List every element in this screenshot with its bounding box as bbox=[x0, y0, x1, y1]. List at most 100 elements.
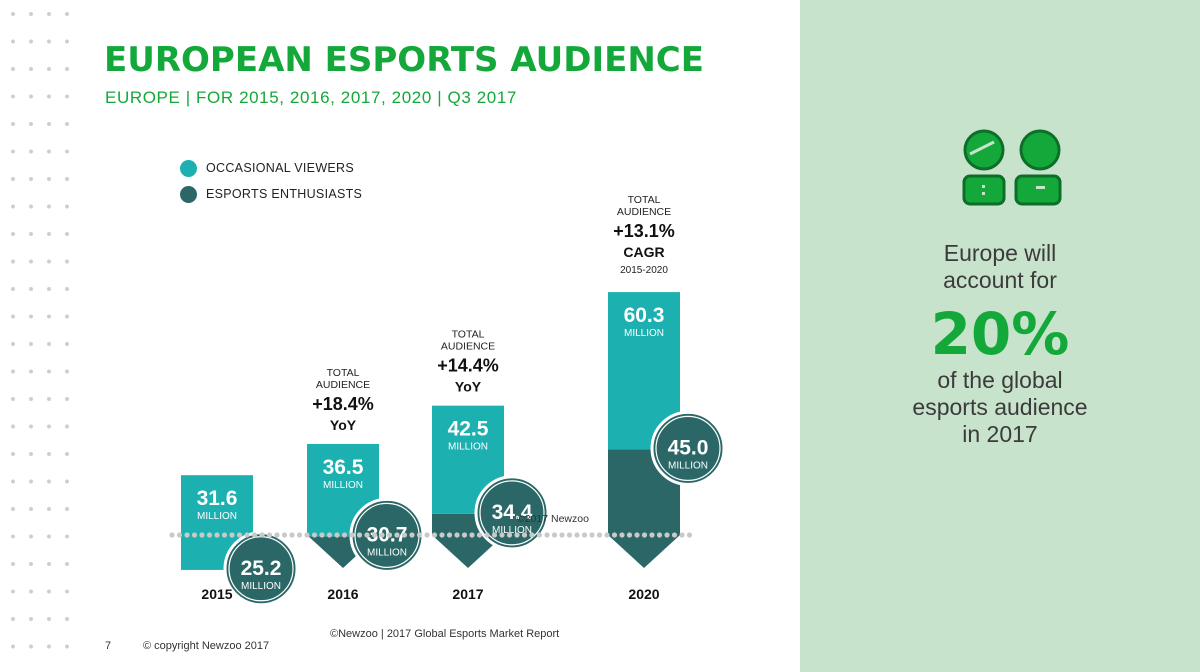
baseline-dot bbox=[251, 532, 258, 538]
baseline-dot bbox=[529, 532, 535, 538]
baseline-dot bbox=[506, 532, 513, 538]
label-enthusiasts-unit-2020: MILLION bbox=[668, 460, 708, 471]
side-line-1: Europe will bbox=[943, 240, 1057, 266]
baseline-dot bbox=[521, 532, 528, 538]
label-enthusiasts-2020: 45.0 bbox=[668, 436, 709, 459]
annotation-sub-2020: 2015-2020 bbox=[620, 265, 668, 276]
baseline-dot bbox=[649, 532, 655, 538]
chart-legend: OCCASIONAL VIEWERS ESPORTS ENTHUSIASTS bbox=[180, 155, 362, 207]
baseline-dot bbox=[379, 532, 385, 538]
baseline-dot bbox=[319, 532, 325, 538]
baseline-dot bbox=[589, 532, 595, 538]
label-occasional-2020: 60.3 bbox=[624, 304, 665, 327]
chart-copyright: ©2017 Newzoo bbox=[517, 513, 589, 525]
baseline-dot bbox=[431, 532, 438, 538]
baseline-dot bbox=[394, 532, 400, 538]
baseline-dot bbox=[371, 532, 378, 538]
baseline-dot bbox=[611, 532, 618, 538]
label-occasional-unit-2020: MILLION bbox=[624, 328, 664, 339]
baseline-dot bbox=[401, 532, 408, 538]
baseline-dot bbox=[439, 532, 445, 538]
baseline-dot bbox=[461, 532, 468, 538]
x-tick-2017: 2017 bbox=[452, 586, 483, 602]
side-line-2: account for bbox=[943, 267, 1057, 293]
label-enthusiasts-unit-2016: MILLION bbox=[367, 547, 407, 558]
baseline-dot bbox=[619, 532, 625, 538]
side-text-top: Europe will account for bbox=[800, 240, 1200, 294]
baseline-dot bbox=[341, 532, 348, 538]
annotation-tag-2016: YoY bbox=[330, 417, 357, 433]
baseline-dot bbox=[656, 532, 663, 538]
label-occasional-2016: 36.5 bbox=[323, 456, 364, 479]
baseline-dot bbox=[334, 532, 340, 538]
label-occasional-2015: 31.6 bbox=[197, 487, 238, 510]
baseline-dot bbox=[574, 532, 580, 538]
baseline-dot bbox=[296, 532, 303, 538]
bubble-enthusiasts-2017 bbox=[474, 475, 550, 551]
baseline-dot bbox=[514, 532, 520, 538]
baseline-dot bbox=[641, 532, 648, 538]
baseline-dot bbox=[274, 532, 280, 538]
baseline-dot bbox=[184, 532, 190, 538]
people-icon bbox=[962, 129, 1062, 206]
annotation-value-2020: +13.1% bbox=[613, 221, 675, 241]
baseline-dot bbox=[679, 532, 685, 538]
label-enthusiasts-2015: 25.2 bbox=[241, 557, 282, 580]
side-panel: Europe will account for 20% of the globa… bbox=[800, 0, 1200, 672]
baseline-dot bbox=[236, 532, 243, 538]
baseline-dot bbox=[454, 532, 460, 538]
baseline-dot bbox=[386, 532, 393, 538]
baseline-dot bbox=[169, 532, 175, 538]
label-occasional-2017: 42.5 bbox=[448, 418, 489, 441]
label-occasional-unit-2017: MILLION bbox=[448, 442, 488, 453]
footer-source: ©Newzoo | 2017 Global Esports Market Rep… bbox=[330, 628, 560, 640]
legend-label-occasional: OCCASIONAL VIEWERS bbox=[206, 161, 355, 175]
annotation-line2-2020: AUDIENCE bbox=[617, 206, 671, 218]
x-tick-2020: 2020 bbox=[628, 586, 659, 602]
page-title: EUROPEAN ESPORTS AUDIENCE bbox=[104, 40, 704, 80]
baseline-dot bbox=[551, 532, 558, 538]
baseline-dot bbox=[686, 532, 693, 538]
legend-swatch-enthusiasts bbox=[180, 185, 197, 203]
baseline-dot bbox=[304, 532, 310, 538]
bubble-ring-2017 bbox=[479, 480, 545, 546]
annotation-line1-2020: TOTAL bbox=[628, 194, 661, 206]
label-occasional-unit-2016: MILLION bbox=[323, 480, 363, 491]
decorative-dot-grid bbox=[11, 12, 69, 649]
annotation-line1-2016: TOTAL bbox=[327, 367, 360, 379]
bar-enthusiasts-2020 bbox=[608, 449, 680, 568]
baseline-dot bbox=[491, 532, 498, 538]
label-enthusiasts-unit-2017: MILLION bbox=[492, 525, 532, 536]
baseline-dot bbox=[559, 532, 565, 538]
baseline-dot bbox=[476, 532, 483, 538]
baseline-dot bbox=[206, 532, 213, 538]
baseline-dot bbox=[244, 532, 250, 538]
annotation-line2-2016: AUDIENCE bbox=[316, 379, 370, 391]
annotation-tag-2017: YoY bbox=[455, 379, 482, 395]
legend-item-enthusiasts: ESPORTS ENTHUSIASTS bbox=[180, 181, 362, 207]
baseline-dot bbox=[259, 532, 265, 538]
bubble-enthusiasts-2020 bbox=[650, 410, 726, 486]
baseline-dot bbox=[214, 532, 220, 538]
label-enthusiasts-2017: 34.4 bbox=[492, 501, 533, 524]
side-big-stat: 20% bbox=[930, 300, 1070, 368]
baseline-dot bbox=[626, 532, 633, 538]
annotation-value-2017: +14.4% bbox=[437, 356, 499, 376]
annotation-value-2016: +18.4% bbox=[312, 394, 374, 414]
baseline-dot bbox=[221, 532, 228, 538]
baseline-dot bbox=[416, 532, 423, 538]
annotation-line2-2017: AUDIENCE bbox=[441, 341, 495, 353]
side-text-bottom: of the global esports audience in 2017 bbox=[800, 367, 1200, 448]
side-line-3: of the global bbox=[937, 367, 1063, 393]
x-tick-2015: 2015 bbox=[201, 586, 232, 602]
audience-chart: 31.6MILLION25.2MILLION201536.5MILLION30.… bbox=[169, 194, 726, 607]
baseline-dot bbox=[349, 532, 355, 538]
baseline-dot bbox=[409, 532, 415, 538]
bubble-ring-2020 bbox=[655, 415, 721, 481]
baseline-dot bbox=[581, 532, 588, 538]
page-subtitle: EUROPE | FOR 2015, 2016, 2017, 2020 | Q3… bbox=[105, 88, 517, 107]
baseline-dot bbox=[664, 532, 670, 538]
baseline-dot bbox=[484, 532, 490, 538]
baseline-dot bbox=[176, 532, 183, 538]
baseline-dot bbox=[566, 532, 573, 538]
